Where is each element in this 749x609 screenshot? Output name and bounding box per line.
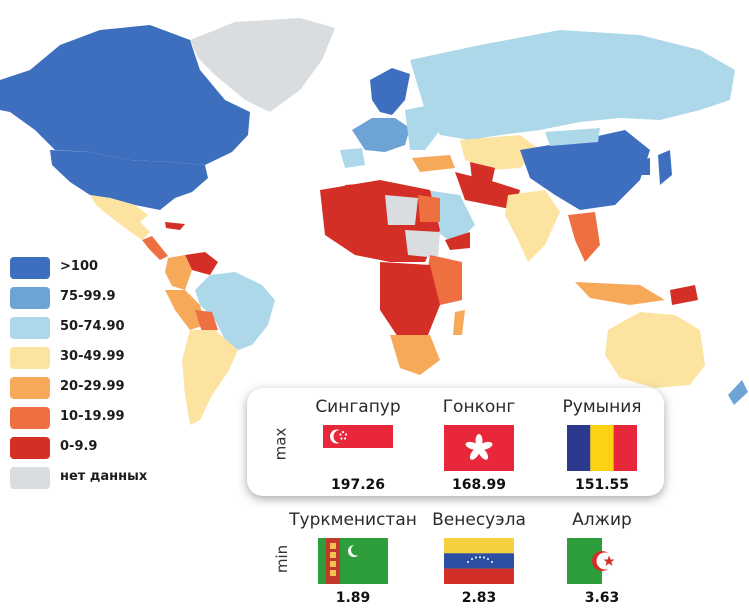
legend-swatch	[10, 287, 50, 309]
max-country-hong-kong: Гонконг 168.99	[414, 397, 544, 493]
india-region	[505, 190, 560, 262]
country-value: 168.99	[451, 477, 507, 493]
usa-region	[50, 150, 208, 210]
country-name: Гонконг	[442, 397, 516, 417]
china-region	[520, 130, 650, 210]
brazil-region	[195, 272, 275, 350]
legend-item: 10-19.99	[10, 407, 210, 433]
country-value: 1.89	[335, 590, 371, 606]
legend-label: 50-74.90	[60, 319, 125, 334]
korea-region	[640, 158, 650, 175]
japan-region	[658, 150, 672, 185]
max-label: max	[271, 427, 290, 461]
legend-swatch	[10, 317, 50, 339]
algeria-region	[345, 182, 385, 215]
country-name: Сингапур	[315, 397, 401, 417]
legend-label: 0-9.9	[60, 439, 98, 454]
legend-label: 30-49.99	[60, 349, 125, 364]
turkmenistan-flag-icon	[318, 538, 388, 584]
legend-item: 20-29.99	[10, 377, 210, 403]
legend-swatch	[10, 347, 50, 369]
scandinavia-region	[370, 68, 410, 115]
country-value: 2.83	[461, 590, 497, 606]
venezuela-flag-icon	[444, 538, 514, 584]
legend-label: >100	[60, 259, 99, 274]
legend-item: 0-9.9	[10, 437, 210, 463]
sudan-region	[405, 230, 440, 258]
legend-swatch	[10, 467, 50, 489]
max-country-singapore: Сингапур 197.26	[293, 397, 423, 493]
iran-afghanistan-region	[455, 172, 520, 210]
mongolia-region	[545, 128, 600, 146]
new-zealand-region	[728, 380, 748, 405]
singapore-flag-icon	[323, 425, 393, 471]
legend-swatch	[10, 377, 50, 399]
australia-region	[605, 312, 705, 388]
yemen-region	[445, 232, 470, 250]
legend-label: нет данных	[60, 469, 148, 484]
legend-swatch	[10, 407, 50, 429]
romania-flag-icon	[567, 425, 637, 471]
cuba-region	[165, 222, 185, 230]
legend-item: >100	[10, 257, 210, 283]
colombia-region	[165, 255, 192, 290]
iberia-region	[340, 148, 365, 168]
western-europe-region	[352, 118, 410, 152]
turkey-region	[412, 155, 455, 172]
canada-region	[0, 25, 250, 165]
algeria-flag-icon	[567, 538, 637, 584]
png-region	[670, 285, 698, 305]
legend-label: 20-29.99	[60, 379, 125, 394]
mexico-region	[90, 195, 150, 240]
country-name: Алжир	[572, 510, 632, 530]
legend-item: нет данных	[10, 467, 210, 493]
central-america-region	[142, 236, 168, 260]
min-country-algeria: Алжир 3.63	[537, 510, 667, 606]
min-country-turkmenistan: Туркменистан 1.89	[288, 510, 418, 606]
legend-item: 75-99.9	[10, 287, 210, 313]
bolivia-region	[195, 310, 218, 332]
southern-cone-region	[182, 330, 238, 425]
country-name: Туркменистан	[289, 510, 417, 530]
legend-swatch	[10, 437, 50, 459]
country-value: 151.55	[574, 477, 630, 493]
legend-label: 10-19.99	[60, 409, 125, 424]
central-africa-region	[380, 262, 440, 340]
country-name: Венесуэла	[432, 510, 526, 530]
madagascar-region	[453, 310, 465, 335]
country-value: 3.63	[584, 590, 620, 606]
hong-kong-flag-icon	[444, 425, 514, 471]
legend-swatch	[10, 257, 50, 279]
libya-region	[385, 195, 418, 225]
indonesia-region	[575, 282, 665, 305]
egypt-region	[418, 195, 440, 222]
kazakhstan-region	[460, 135, 540, 170]
legend-item: 30-49.99	[10, 347, 210, 373]
venezuela-region	[185, 252, 218, 275]
greenland-region	[190, 18, 335, 112]
turkmenistan-region	[470, 162, 495, 182]
indochina-region	[568, 212, 600, 262]
max-country-romania: Румыния 151.55	[537, 397, 667, 493]
country-name: Румыния	[562, 397, 642, 417]
legend-item: 50-74.90	[10, 317, 210, 343]
peru-region	[165, 290, 205, 330]
min-country-venezuela: Венесуэла 2.83	[414, 510, 544, 606]
legend-label: 75-99.9	[60, 289, 116, 304]
southern-africa-region	[390, 335, 440, 375]
country-value: 197.26	[330, 477, 386, 493]
russia-region	[410, 30, 735, 140]
